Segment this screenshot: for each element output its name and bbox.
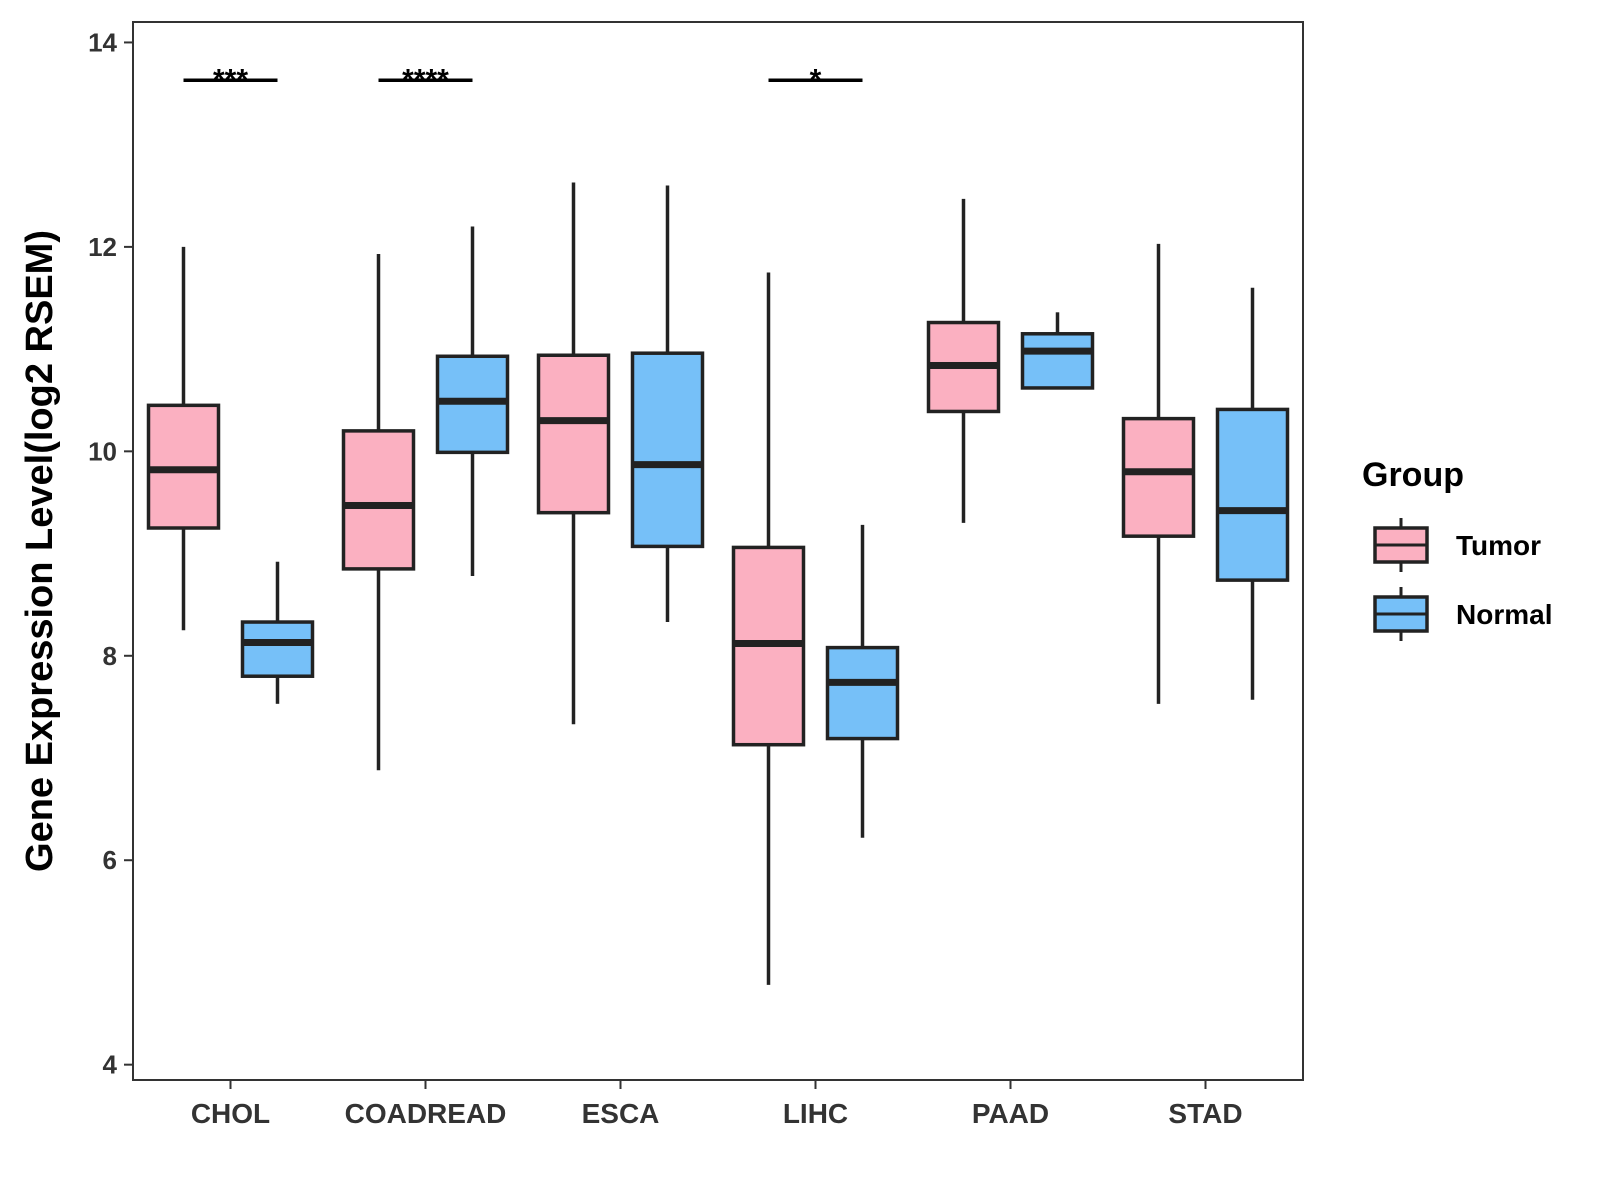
box-normal-lihc	[825, 524, 900, 838]
legend-label: Tumor	[1456, 530, 1541, 561]
box-normal-chol	[240, 561, 315, 704]
box-tumor-coadread	[341, 254, 416, 771]
x-tick-label: COADREAD	[345, 1098, 507, 1129]
box-normal-stad	[1215, 287, 1290, 700]
box-tumor-esca	[536, 182, 611, 725]
box-normal-coadread	[435, 226, 510, 577]
box-normal-paad	[1020, 312, 1095, 390]
y-tick-label: 10	[88, 436, 117, 466]
box-tumor-chol	[146, 246, 221, 631]
legend: Group Tumor Normal	[1362, 456, 1552, 641]
x-tick-label: ESCA	[582, 1098, 660, 1129]
legend-label: Normal	[1456, 599, 1552, 630]
box-body	[1215, 407, 1290, 582]
x-tick-label: STAD	[1168, 1098, 1242, 1129]
y-tick-label: 8	[103, 641, 117, 671]
x-tick-label: LIHC	[783, 1098, 848, 1129]
y-axis-title: Gene Expression Level(log2 RSEM)	[19, 230, 61, 872]
y-tick-label: 12	[88, 232, 117, 262]
axes: 4 6 8 10 12 14 CHOL COADREAD ESCA LIHC PAAD STAD Gen…	[19, 21, 1304, 1129]
significance-coadread: ****	[378, 63, 473, 96]
significance-label: ****	[402, 63, 449, 96]
significance-label: *	[810, 63, 822, 96]
box-tumor-paad	[926, 198, 1001, 523]
y-tick-label: 6	[103, 845, 117, 875]
legend-item-tumor: Tumor	[1373, 518, 1541, 572]
legend-item-normal: Normal	[1373, 587, 1552, 641]
box-normal-esca	[630, 185, 705, 623]
x-tick-label: CHOL	[191, 1098, 270, 1129]
box-body	[240, 620, 315, 678]
box-tumor-stad	[1121, 243, 1196, 704]
x-tick-label: PAAD	[972, 1098, 1049, 1129]
boxes	[146, 182, 1290, 985]
y-tick-label: 14	[88, 27, 117, 57]
box-tumor-lihc	[731, 272, 806, 985]
significance-annotations: *** **** *	[183, 63, 863, 96]
box-body	[1121, 416, 1196, 538]
box-body	[341, 429, 416, 571]
legend-title: Group	[1362, 456, 1464, 494]
box-body	[536, 353, 611, 515]
box-body	[1020, 332, 1095, 390]
significance-lihc: *	[768, 63, 863, 96]
plot-panel-border	[132, 21, 1304, 1081]
significance-chol: ***	[183, 63, 278, 96]
box-body	[825, 645, 900, 741]
significance-label: ***	[213, 63, 248, 96]
y-tick-label: 4	[103, 1050, 118, 1080]
box-body	[630, 351, 705, 549]
